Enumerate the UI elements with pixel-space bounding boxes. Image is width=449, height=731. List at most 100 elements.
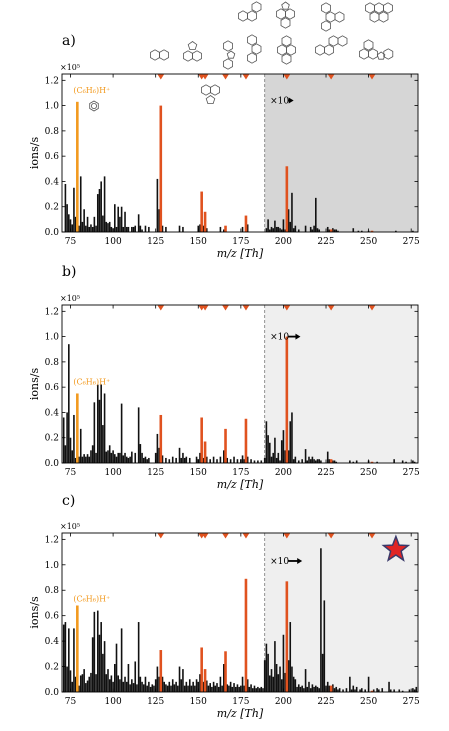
bar-mz-85 bbox=[86, 680, 89, 692]
ring bbox=[321, 2, 331, 14]
benzene-bar-mz-79 bbox=[76, 101, 79, 232]
bar-mz-164 bbox=[221, 685, 223, 692]
bar-mz-207 bbox=[294, 679, 297, 692]
scale-arrow-head bbox=[288, 97, 294, 104]
bar-mz-83 bbox=[83, 669, 85, 692]
y-tick-label: 1.0 bbox=[45, 333, 60, 343]
bar-mz-277 bbox=[413, 689, 416, 692]
bar-mz-204 bbox=[289, 622, 292, 692]
pah-bar-mz-228 bbox=[329, 685, 333, 692]
bar-mz-105 bbox=[120, 628, 123, 692]
bar-mz-143 bbox=[185, 681, 188, 692]
bar-mz-223 bbox=[321, 653, 324, 692]
bar-mz-174 bbox=[238, 686, 240, 692]
ring bbox=[321, 20, 331, 32]
bar-mz-209 bbox=[297, 684, 300, 692]
x-tick-label: 100 bbox=[105, 237, 122, 247]
bar-mz-155 bbox=[205, 228, 208, 232]
bar-mz-191 bbox=[267, 219, 269, 232]
bar-mz-256 bbox=[378, 689, 380, 692]
bar-mz-139 bbox=[178, 447, 181, 463]
bar-mz-170 bbox=[231, 686, 234, 692]
bar-mz-84 bbox=[85, 225, 87, 232]
pah-bar-mz-178 bbox=[244, 418, 248, 463]
x-tick-label: 250 bbox=[360, 468, 377, 478]
ring bbox=[276, 8, 286, 20]
bar-mz-141 bbox=[182, 226, 184, 232]
bar-mz-80 bbox=[78, 456, 80, 463]
bar-mz-151 bbox=[199, 674, 201, 692]
bar-mz-190 bbox=[265, 421, 268, 463]
bar-mz-199 bbox=[280, 229, 283, 232]
bar-mz-162 bbox=[217, 686, 220, 692]
ring bbox=[247, 10, 257, 22]
y-tick-label: 1.0 bbox=[45, 561, 60, 571]
pah-bar-mz-128 bbox=[159, 414, 163, 463]
y-tick-label: 0.6 bbox=[45, 612, 60, 622]
bar-mz-100 bbox=[112, 681, 114, 692]
bar-mz-213 bbox=[304, 669, 307, 692]
bar-mz-76 bbox=[71, 450, 74, 463]
bar-mz-85 bbox=[86, 454, 89, 463]
bar-mz-114 bbox=[136, 684, 138, 692]
ring bbox=[277, 44, 287, 56]
bar-mz-72 bbox=[64, 183, 67, 232]
bar-mz-100 bbox=[112, 450, 114, 463]
bar-mz-105 bbox=[120, 403, 123, 463]
bar-mz-127 bbox=[158, 676, 160, 692]
bar-mz-151 bbox=[199, 452, 201, 463]
bar-mz-106 bbox=[122, 455, 125, 463]
bar-mz-142 bbox=[183, 685, 186, 692]
bar-mz-120 bbox=[146, 685, 148, 692]
bar-mz-193 bbox=[270, 456, 273, 463]
bar-mz-81 bbox=[79, 675, 82, 692]
x-axis-label: m/z [Th] bbox=[217, 707, 264, 720]
bar-mz-239 bbox=[349, 460, 351, 463]
y-tick-label: 0.0 bbox=[45, 459, 60, 469]
bar-mz-221 bbox=[318, 229, 321, 232]
bar-mz-220 bbox=[316, 228, 319, 232]
phenanthrene-top-icon bbox=[238, 1, 262, 22]
bar-mz-113 bbox=[134, 661, 137, 692]
bar-mz-112 bbox=[132, 226, 135, 232]
bar-mz-89 bbox=[93, 611, 96, 692]
bar-mz-91 bbox=[96, 610, 99, 692]
y-tick-label: 0.0 bbox=[45, 228, 60, 238]
marker-triangle-mz-128 bbox=[157, 74, 164, 80]
bar-mz-165 bbox=[223, 450, 225, 463]
ring bbox=[359, 48, 369, 60]
bar-mz-104 bbox=[119, 679, 121, 692]
bar-mz-192 bbox=[269, 675, 271, 692]
bar-mz-157 bbox=[209, 459, 211, 463]
bar-mz-117 bbox=[141, 452, 143, 463]
marker-triangle-mz-154 bbox=[201, 74, 209, 80]
bar-mz-121 bbox=[148, 457, 150, 463]
bar-mz-248 bbox=[364, 689, 366, 692]
bar-mz-77 bbox=[73, 628, 75, 692]
bar-mz-101 bbox=[114, 204, 116, 232]
bar-mz-189 bbox=[263, 457, 266, 463]
bar-mz-106 bbox=[122, 681, 125, 692]
bar-mz-74 bbox=[68, 628, 70, 692]
bar-mz-268 bbox=[398, 689, 401, 692]
bar-mz-263 bbox=[389, 689, 392, 692]
bar-mz-233 bbox=[338, 688, 341, 692]
bar-mz-109 bbox=[127, 457, 130, 463]
ring bbox=[315, 44, 325, 56]
bar-mz-76 bbox=[71, 224, 74, 232]
bar-mz-145 bbox=[188, 457, 191, 463]
bar-mz-231 bbox=[335, 229, 338, 232]
bar-mz-214 bbox=[306, 686, 309, 692]
marker-triangle-mz-252 bbox=[368, 305, 376, 311]
marker-triangle-mz-202 bbox=[283, 305, 291, 311]
bar-mz-138 bbox=[177, 685, 179, 692]
y-tick-label: 0.4 bbox=[45, 408, 60, 418]
bar-mz-206 bbox=[292, 459, 295, 463]
ring bbox=[223, 58, 233, 70]
bar-mz-199 bbox=[280, 440, 283, 463]
bar-mz-216 bbox=[309, 459, 312, 463]
y-axis-label: ions/s bbox=[28, 368, 41, 401]
bar-mz-136 bbox=[173, 684, 176, 692]
bar-mz-274 bbox=[408, 689, 411, 692]
marker-triangle-mz-166 bbox=[222, 74, 229, 80]
